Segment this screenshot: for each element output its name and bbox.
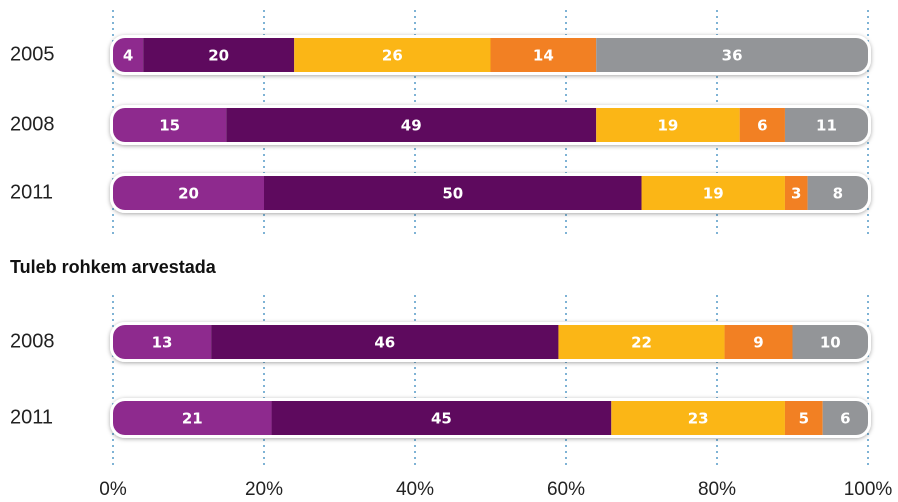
- segment-label: 21: [182, 410, 203, 428]
- bar-segment: [113, 176, 264, 210]
- y-tick-label: 2008: [10, 330, 55, 352]
- segment-label: 22: [631, 334, 652, 352]
- x-tick-label: 100%: [844, 479, 893, 500]
- y-tick-label: 2005: [10, 43, 55, 65]
- x-tick-label: 20%: [245, 479, 283, 500]
- segment-label: 9: [753, 334, 763, 352]
- segment-label: 20: [178, 185, 199, 203]
- bar-segment: [822, 401, 868, 435]
- segment-label: 15: [159, 117, 180, 135]
- segment-label: 19: [657, 117, 678, 135]
- bar-segment: [490, 38, 597, 72]
- bar-segment: [558, 325, 725, 359]
- bar-segment: [784, 108, 868, 142]
- segment-label: 19: [703, 185, 724, 203]
- chart-title: Tuleb rohkem arvestada: [10, 257, 217, 277]
- bar-row: [113, 401, 868, 435]
- segment-label: 45: [431, 410, 452, 428]
- y-tick-label: 2011: [10, 181, 53, 203]
- bar-segment: [113, 38, 144, 72]
- bar-segment: [784, 176, 808, 210]
- bar-segment: [113, 325, 212, 359]
- bar-segment: [596, 38, 868, 72]
- x-tick-label: 0%: [99, 479, 127, 500]
- segment-label: 3: [791, 185, 801, 203]
- bar-segment: [211, 325, 559, 359]
- x-tick-label: 80%: [698, 479, 736, 500]
- segment-label: 11: [816, 117, 837, 135]
- bar-row: [113, 176, 868, 210]
- bar-segment: [596, 108, 740, 142]
- segment-label: 6: [757, 117, 767, 135]
- segment-label: 50: [442, 185, 463, 203]
- bar-segment: [143, 38, 295, 72]
- segment-label: 5: [799, 410, 809, 428]
- bar-segment: [271, 401, 612, 435]
- segment-label: 36: [722, 47, 743, 65]
- bar-segment: [226, 108, 597, 142]
- bar-segment: [641, 176, 785, 210]
- bar-segment: [792, 325, 868, 359]
- segment-label: 49: [401, 117, 422, 135]
- bar-segment: [784, 401, 823, 435]
- y-tick-label: 2011: [10, 406, 53, 428]
- segment-label: 26: [382, 47, 403, 65]
- bar-row: [113, 108, 868, 142]
- segment-label: 10: [820, 334, 841, 352]
- bar-segment: [113, 401, 272, 435]
- bar-segment: [113, 108, 227, 142]
- bar-segment: [807, 176, 868, 210]
- segment-label: 46: [374, 334, 395, 352]
- x-tick-label: 60%: [547, 479, 585, 500]
- bar-row: [113, 325, 868, 359]
- segment-label: 8: [833, 185, 843, 203]
- segment-label: 20: [208, 47, 229, 65]
- segment-label: 6: [840, 410, 850, 428]
- segment-label: 4: [123, 47, 133, 65]
- segment-label: 23: [688, 410, 709, 428]
- bar-segment: [724, 325, 793, 359]
- y-tick-label: 2008: [10, 113, 55, 135]
- segment-label: 14: [533, 47, 554, 65]
- segment-label: 13: [152, 334, 173, 352]
- bar-row: [113, 38, 868, 72]
- bar-segment: [264, 176, 642, 210]
- bar-segment: [294, 38, 491, 72]
- x-tick-label: 40%: [396, 479, 434, 500]
- bar-segment: [739, 108, 785, 142]
- bar-segment: [611, 401, 785, 435]
